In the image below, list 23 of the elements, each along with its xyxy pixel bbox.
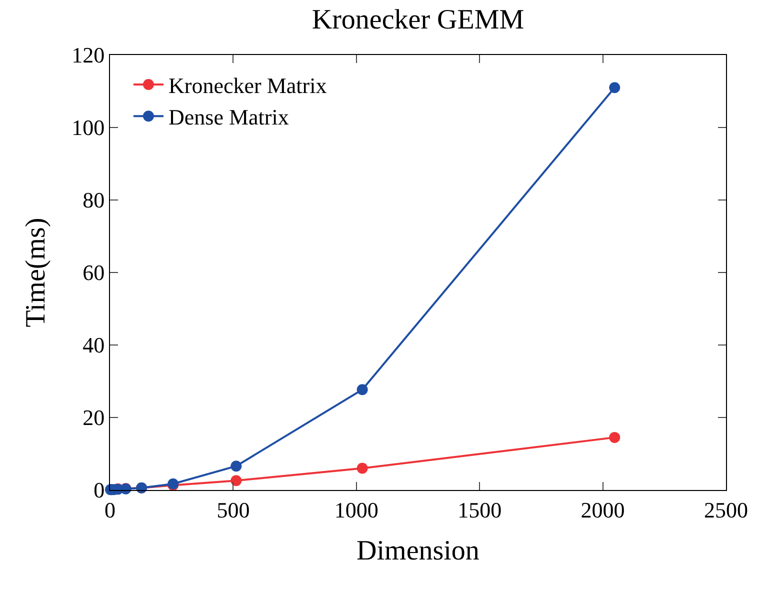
point bbox=[609, 432, 620, 443]
x-axis-title: Dimension bbox=[356, 536, 480, 566]
y-tick-label: 80 bbox=[82, 188, 105, 213]
legend-label: Dense Matrix bbox=[168, 104, 289, 130]
x-tick-label: 2000 bbox=[580, 497, 625, 522]
y-tick-label: 60 bbox=[82, 260, 105, 286]
x-tick-label: 1500 bbox=[458, 497, 502, 522]
legend-label: Kronecker Matrix bbox=[168, 73, 327, 98]
y-axis-title: Time(ms) bbox=[20, 218, 52, 328]
y-tick-label: 0 bbox=[94, 478, 105, 503]
y-tick-label: 120 bbox=[72, 42, 105, 68]
x-tick-label: 500 bbox=[216, 497, 250, 522]
x-tick-label: 2500 bbox=[704, 497, 748, 522]
point bbox=[356, 384, 368, 396]
point bbox=[230, 460, 242, 472]
point bbox=[609, 82, 620, 94]
y-tick-label: 20 bbox=[82, 405, 105, 430]
y-tick-label: 40 bbox=[82, 332, 105, 358]
chart-title: Kronecker GEMM bbox=[312, 4, 524, 36]
point bbox=[356, 462, 368, 474]
x-tick-label: 1000 bbox=[334, 497, 378, 522]
y-tick-label: 100 bbox=[72, 115, 105, 140]
point bbox=[230, 475, 242, 486]
